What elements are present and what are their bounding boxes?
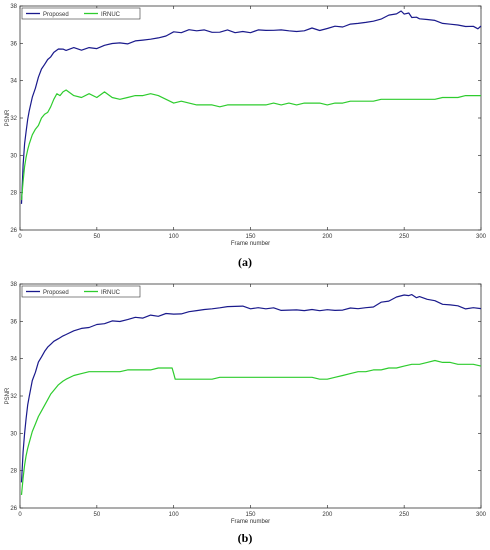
plot-area xyxy=(19,5,482,231)
y-tick-label: 26 xyxy=(10,228,17,234)
x-tick-label: 150 xyxy=(245,234,256,240)
chart-panel-a: 0 50 100 150 200 250 300 26 28 30 32 34 36 38 Frame nu… xyxy=(5,4,487,247)
x-tick-label: 300 xyxy=(476,512,487,518)
y-tick-label: 28 xyxy=(10,191,17,197)
series-line-irnuc xyxy=(20,89,481,201)
y-tick-label: 34 xyxy=(10,357,17,363)
series-line-irnuc xyxy=(20,359,482,495)
x-tick-label: 200 xyxy=(322,234,333,240)
x-tick-label: 50 xyxy=(93,512,100,518)
legend-label: IRNUC xyxy=(101,12,121,18)
x-tick-label: 150 xyxy=(245,512,256,518)
y-tick-label: 30 xyxy=(10,431,17,437)
chart-panel-b: 0 50 100 150 200 250 300 26 28 30 32 34 36 38 Frame nu… xyxy=(5,282,487,525)
x-tick-label: 100 xyxy=(169,512,180,518)
y-tick-label: 36 xyxy=(10,319,17,325)
y-axis-label: PSNR xyxy=(5,109,11,126)
x-tick-label: 300 xyxy=(476,234,487,240)
y-tick-label: 34 xyxy=(10,79,17,85)
y-tick-label: 26 xyxy=(10,506,17,512)
y-tick-label: 36 xyxy=(10,41,17,47)
legend-box xyxy=(21,7,141,20)
legend-label: Proposed xyxy=(43,290,69,296)
x-axis-label: Frame number xyxy=(231,519,270,525)
x-tick-label: 250 xyxy=(399,234,410,240)
y-tick-label: 30 xyxy=(10,153,17,159)
x-tick-label: 250 xyxy=(399,512,410,518)
y-tick-label: 38 xyxy=(10,4,17,10)
x-tick-label: 100 xyxy=(169,234,180,240)
y-axis-label: PSNR xyxy=(5,387,11,404)
x-tick-label: 200 xyxy=(322,512,333,518)
legend-box xyxy=(21,285,141,298)
x-tick-label: 0 xyxy=(18,512,22,518)
y-tick-label: 32 xyxy=(10,116,17,122)
series-line-proposed xyxy=(20,294,482,483)
plot-area xyxy=(19,283,482,509)
y-tick-label: 32 xyxy=(10,394,17,400)
legend-label: IRNUC xyxy=(101,290,121,296)
legend-label: Proposed xyxy=(43,12,69,18)
y-tick-label: 28 xyxy=(10,469,17,475)
x-tick-label: 50 xyxy=(93,234,100,240)
x-tick-label: 0 xyxy=(18,234,22,240)
y-tick-label: 38 xyxy=(10,282,17,288)
series-line-proposed xyxy=(20,10,482,204)
panel-caption-a: (a) xyxy=(238,255,252,269)
panel-caption-b: (b) xyxy=(237,531,253,545)
x-axis-label: Frame number xyxy=(231,241,270,247)
